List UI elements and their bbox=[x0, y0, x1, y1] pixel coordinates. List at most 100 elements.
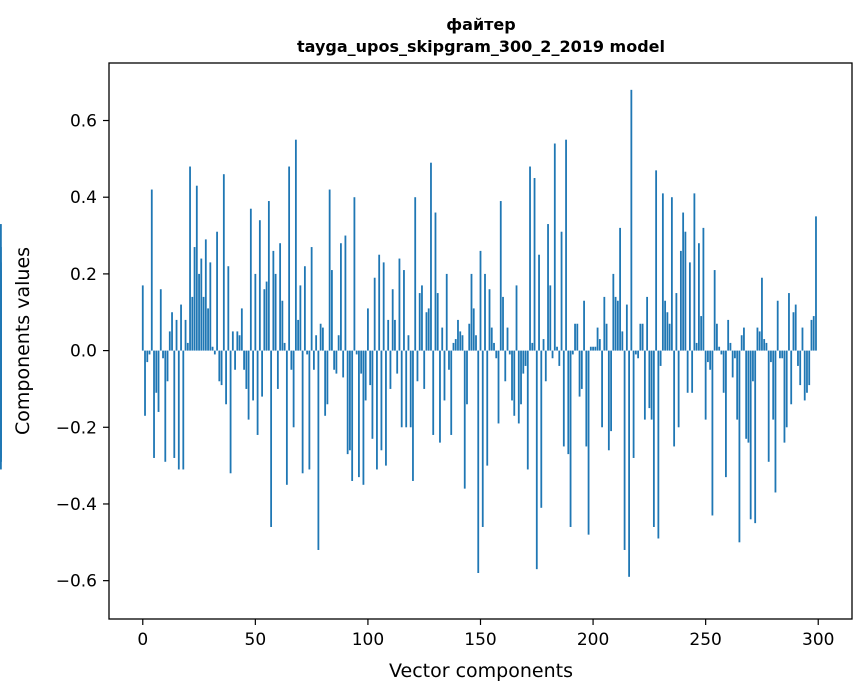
bar bbox=[256, 350, 259, 435]
bar bbox=[499, 201, 502, 351]
bar bbox=[276, 350, 279, 389]
bar bbox=[249, 208, 252, 351]
bar bbox=[191, 296, 194, 351]
bar bbox=[155, 350, 158, 393]
bar bbox=[515, 285, 518, 351]
bar bbox=[292, 350, 295, 428]
bar bbox=[175, 319, 178, 351]
bar bbox=[806, 350, 808, 393]
x-tick-label: 250 bbox=[689, 630, 721, 650]
bar bbox=[346, 350, 349, 455]
bar bbox=[182, 350, 185, 470]
bar bbox=[767, 350, 770, 462]
bar bbox=[533, 178, 536, 351]
bar bbox=[720, 350, 723, 355]
bar bbox=[716, 323, 718, 351]
bar bbox=[328, 189, 331, 351]
x-tick-label: 100 bbox=[352, 630, 384, 650]
bar bbox=[209, 262, 212, 351]
bar bbox=[400, 350, 403, 428]
bar bbox=[200, 258, 203, 351]
bar bbox=[560, 231, 563, 351]
bar bbox=[394, 319, 396, 351]
bar bbox=[468, 323, 471, 351]
x-axis-label: Vector components bbox=[389, 660, 573, 682]
bar bbox=[612, 273, 615, 351]
bar bbox=[326, 350, 329, 405]
bar bbox=[698, 243, 700, 351]
bar bbox=[556, 346, 558, 351]
chart-subtitle: tayga_upos_skipgram_300_2_2019 model bbox=[297, 37, 665, 56]
bar bbox=[0, 247, 2, 351]
bar bbox=[659, 350, 662, 366]
bar bbox=[193, 247, 196, 351]
bar bbox=[335, 350, 338, 374]
bar bbox=[472, 308, 475, 351]
bar bbox=[740, 335, 743, 351]
bar bbox=[718, 346, 721, 351]
bar bbox=[815, 216, 817, 351]
bar bbox=[477, 350, 480, 573]
bar bbox=[279, 243, 282, 351]
bar bbox=[783, 350, 786, 443]
bar bbox=[186, 342, 189, 351]
bar bbox=[749, 350, 752, 520]
bar bbox=[725, 350, 727, 478]
bar bbox=[166, 350, 169, 382]
bar bbox=[668, 323, 671, 351]
bar bbox=[227, 266, 230, 351]
bar bbox=[639, 323, 642, 351]
bar bbox=[621, 331, 624, 351]
bar bbox=[281, 300, 284, 351]
bar bbox=[463, 350, 466, 489]
bar bbox=[520, 350, 522, 405]
bar bbox=[646, 296, 649, 351]
bar bbox=[625, 304, 628, 351]
bar bbox=[670, 197, 673, 351]
bar bbox=[349, 350, 351, 451]
bars-group bbox=[0, 89, 817, 577]
bar bbox=[614, 296, 617, 351]
bar bbox=[664, 300, 667, 351]
bar bbox=[722, 350, 725, 393]
bar bbox=[216, 231, 218, 351]
bar bbox=[380, 350, 383, 451]
bar bbox=[688, 262, 691, 351]
bar bbox=[585, 350, 588, 447]
bar bbox=[727, 319, 730, 351]
bar bbox=[752, 350, 754, 382]
bar bbox=[493, 342, 495, 351]
bar bbox=[373, 277, 376, 351]
bar bbox=[157, 350, 160, 412]
bar bbox=[285, 350, 288, 485]
bar bbox=[745, 350, 748, 439]
bar bbox=[610, 350, 612, 432]
bar bbox=[803, 350, 806, 401]
bar bbox=[673, 350, 676, 447]
bar bbox=[427, 308, 430, 351]
bar bbox=[180, 304, 182, 351]
bar bbox=[616, 300, 619, 351]
bar bbox=[810, 319, 813, 351]
bar bbox=[538, 254, 540, 351]
bar bbox=[580, 350, 583, 389]
bar bbox=[571, 350, 574, 355]
x-tick-label: 300 bbox=[802, 630, 834, 650]
bar bbox=[648, 350, 651, 409]
bar bbox=[418, 293, 421, 351]
bar bbox=[619, 227, 621, 351]
bar bbox=[168, 331, 171, 351]
bar bbox=[558, 350, 561, 366]
bar bbox=[310, 247, 313, 351]
bar bbox=[481, 350, 484, 527]
bar bbox=[785, 350, 788, 428]
bar bbox=[252, 350, 254, 401]
bar bbox=[340, 243, 342, 351]
bar bbox=[211, 346, 214, 351]
bar bbox=[288, 166, 291, 351]
bar bbox=[630, 89, 633, 351]
bar bbox=[709, 350, 712, 370]
bar bbox=[578, 350, 581, 397]
bar bbox=[265, 281, 268, 351]
